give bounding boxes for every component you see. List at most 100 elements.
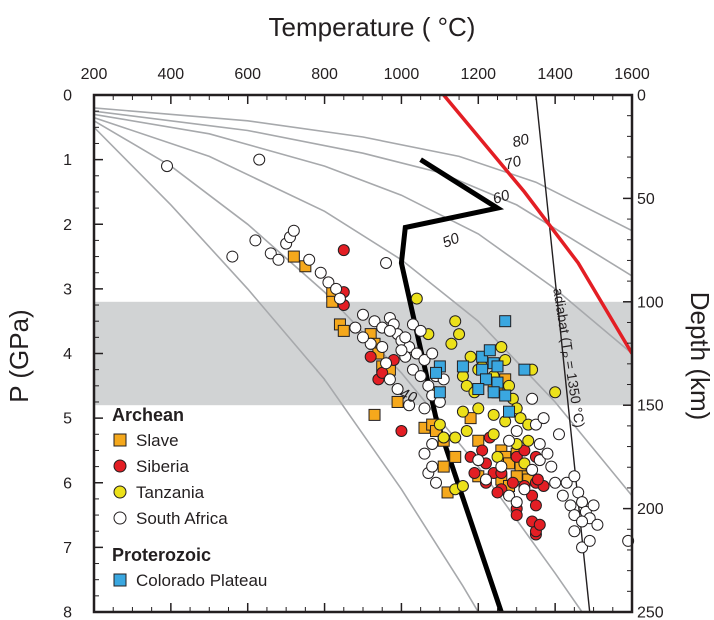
point-south-africa (376, 341, 389, 354)
point-south-africa (403, 399, 416, 412)
point-south-africa (479, 473, 492, 486)
point-south-africa (414, 370, 427, 383)
right-axis-title: Depth (km) (685, 292, 714, 421)
point-south-africa (303, 253, 316, 266)
point-south-africa (503, 489, 516, 502)
right-tick-label: 200 (637, 501, 664, 518)
point-tanzania (449, 431, 462, 444)
x-tick-label: 400 (158, 66, 185, 83)
y-tick-label: 1 (63, 152, 72, 169)
point-south-africa (380, 357, 393, 370)
point-south-africa (333, 292, 346, 305)
point-tanzania (487, 428, 500, 441)
y-tick-label: 3 (63, 281, 72, 298)
point-south-africa (556, 489, 569, 502)
point-south-africa (510, 425, 523, 438)
point-siberia (364, 350, 377, 363)
point-south-africa (526, 392, 539, 405)
point-colorado-plateau (479, 373, 492, 386)
point-tanzania (445, 337, 458, 350)
point-tanzania (522, 434, 535, 447)
point-south-africa (314, 266, 327, 279)
point-south-africa (529, 418, 542, 431)
legend-label-siberia: Siberia (136, 457, 189, 476)
point-south-africa (533, 454, 546, 467)
y-tick-label: 8 (63, 605, 72, 620)
point-slave (287, 250, 300, 263)
point-south-africa (426, 460, 439, 473)
point-south-africa (383, 324, 396, 337)
point-south-africa (253, 153, 266, 166)
y-tick-label: 0 (63, 88, 72, 105)
point-tanzania (456, 405, 469, 418)
red-reference-line (442, 95, 632, 355)
point-slave (464, 412, 477, 425)
y-tick-label: 4 (63, 346, 72, 363)
point-colorado-plateau (483, 344, 496, 357)
y-tick-label: 6 (63, 475, 72, 492)
point-siberia (468, 467, 481, 480)
axis-ticks: 200 400 600 800 1000 1200 1400 1600012345678050… (63, 66, 664, 620)
point-south-africa (418, 447, 431, 460)
point-south-africa (568, 470, 581, 483)
point-south-africa (399, 331, 412, 344)
point-tanzania (449, 315, 462, 328)
point-siberia (531, 473, 544, 486)
point-south-africa (357, 331, 369, 344)
point-south-africa (395, 344, 408, 357)
geotherm-label-50: 50 (440, 229, 462, 251)
x-tick-label: 800 (311, 66, 338, 83)
point-tanzania (464, 350, 477, 363)
legend-marker-slave (113, 433, 127, 447)
x-tick-label: 1600 (614, 66, 650, 83)
point-south-africa (410, 347, 423, 360)
point-siberia (533, 518, 546, 531)
point-tanzania (433, 418, 446, 431)
point-south-africa (576, 515, 589, 528)
point-tanzania (472, 402, 485, 415)
legend-marker-colorado-plateau (113, 573, 127, 587)
point-south-africa (568, 525, 581, 538)
legend-label-colorado-plateau: Colorado Plateau (136, 571, 267, 590)
point-south-africa (264, 247, 277, 260)
point-south-africa (406, 363, 419, 376)
point-slave (368, 408, 381, 421)
point-south-africa (583, 534, 596, 547)
point-south-africa (533, 437, 546, 450)
point-siberia (529, 499, 542, 512)
point-tanzania (437, 431, 450, 444)
point-south-africa (349, 321, 362, 334)
point-south-africa (383, 373, 396, 386)
point-siberia (337, 244, 350, 257)
point-south-africa (587, 499, 600, 512)
point-south-africa (357, 308, 369, 321)
point-south-africa (503, 434, 516, 447)
point-tanzania (518, 457, 531, 470)
geotherm-label-70: 70 (502, 152, 523, 173)
y-axis-title: P (GPa) (4, 309, 34, 402)
y-tick-label: 7 (63, 540, 72, 557)
point-tanzania (460, 379, 473, 392)
geotherm-label-80: 80 (511, 131, 532, 152)
point-south-africa (518, 483, 531, 496)
point-south-africa (426, 347, 439, 360)
geotherm-line-60 (94, 113, 632, 355)
legend-marker-siberia (113, 459, 127, 473)
point-south-africa (368, 315, 381, 328)
point-south-africa (472, 454, 485, 467)
point-south-africa (364, 337, 377, 350)
point-south-africa (526, 463, 539, 476)
y-tick-label: 2 (63, 217, 72, 234)
point-south-africa (552, 428, 565, 441)
point-tanzania (514, 412, 527, 425)
point-tanzania (456, 479, 469, 492)
point-south-africa (272, 253, 285, 266)
point-south-africa (510, 496, 523, 509)
point-south-africa (560, 476, 573, 489)
point-south-africa (287, 224, 300, 237)
point-slave (337, 324, 350, 337)
x-axis-title: Temperature ( °C) (269, 12, 476, 42)
point-slave (437, 460, 450, 473)
point-tanzania (487, 408, 500, 421)
